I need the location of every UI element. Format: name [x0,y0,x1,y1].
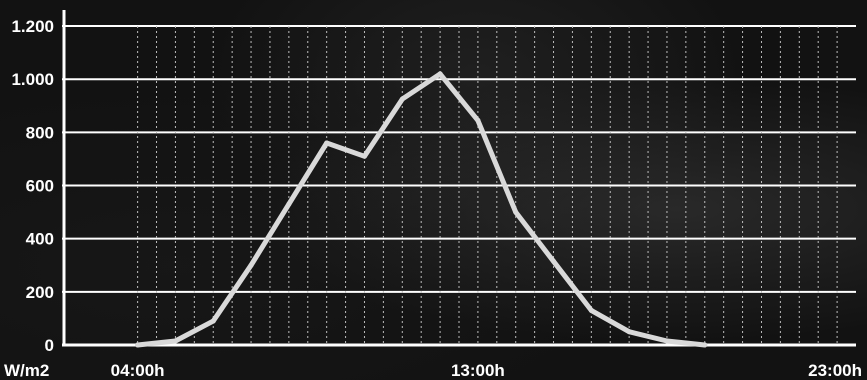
data-point [626,329,632,335]
y-tick-label: 200 [26,283,54,302]
data-point [135,342,141,348]
x-tick-label: 04:00h [111,361,165,380]
y-tick-label: 1.000 [11,70,54,89]
y-axis: 0 200 400 600 800 1.000 1.200 [11,10,66,355]
y-tick-label: 400 [26,230,54,249]
series-line-group [135,71,708,348]
data-point [475,117,481,123]
data-point [551,258,557,264]
y-tick-label: 600 [26,177,54,196]
data-point [286,201,292,207]
data-point [248,262,254,268]
y-tick-label: 0 [45,336,54,355]
data-point [513,209,519,215]
data-point [324,140,330,146]
data-point [361,153,367,159]
data-point [702,342,708,348]
y-tick-label: 800 [26,123,54,142]
data-point [210,318,216,324]
x-axis: 04:00h 13:00h 23:00h [62,343,862,380]
y-tick-label: 1.200 [11,17,54,36]
x-tick-label: 13:00h [451,361,505,380]
data-point [664,338,670,344]
x-tick-label: 23:00h [808,361,862,380]
data-point [172,338,178,344]
data-point [588,307,594,313]
y-axis-unit-label: W/m2 [4,361,49,380]
series-line [135,71,708,348]
data-point [437,71,443,77]
data-point [399,96,405,102]
